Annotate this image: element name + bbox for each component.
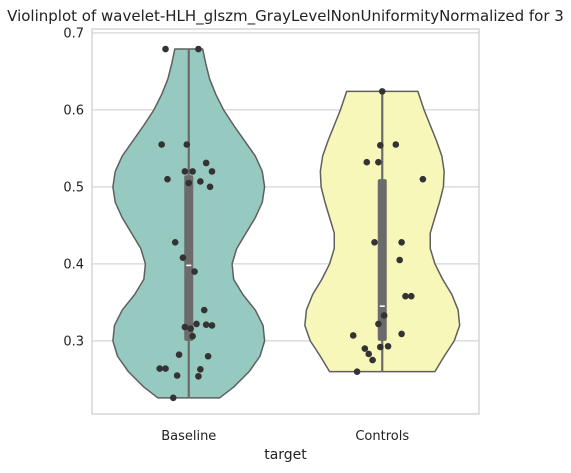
data-point [361, 345, 369, 352]
y-tick-label: 0.4 [63, 257, 84, 272]
data-point [371, 238, 378, 246]
data-point [156, 365, 164, 372]
data-point [202, 321, 210, 328]
data-point [202, 159, 210, 167]
iqr-box [377, 179, 387, 341]
data-point [378, 88, 386, 95]
x-tick-labels: Baseline Controls [161, 429, 409, 444]
data-point [349, 332, 357, 339]
data-point [375, 320, 382, 328]
data-point [402, 292, 409, 300]
plot-frame [91, 28, 480, 415]
data-point [197, 178, 204, 185]
data-point [162, 365, 169, 372]
data-point [398, 330, 405, 338]
x-axis-label: target [264, 447, 307, 463]
data-point [407, 292, 415, 300]
data-point [162, 45, 169, 53]
data-point [206, 183, 214, 191]
data-point [363, 158, 371, 166]
data-point [164, 175, 171, 183]
data-point [169, 394, 177, 402]
strip-points [156, 45, 427, 402]
chart-title: Violinplot of wavelet-HLH_glszm_GrayLeve… [7, 7, 564, 26]
violins [112, 48, 461, 399]
data-point [189, 332, 196, 340]
data-point [208, 168, 216, 175]
data-point [375, 158, 382, 166]
data-point [204, 352, 212, 360]
y-tick-label: 0.5 [63, 180, 84, 195]
data-point [185, 179, 193, 187]
data-point [195, 372, 202, 380]
data-point [173, 372, 181, 379]
data-point [380, 312, 388, 319]
data-point [175, 351, 183, 359]
x-tick-label: Controls [355, 429, 409, 444]
data-point [193, 320, 200, 328]
y-tick-label: 0.6 [63, 103, 84, 118]
data-point [183, 141, 191, 148]
iqr-box [184, 175, 194, 341]
data-point [384, 342, 392, 350]
data-point [365, 350, 373, 358]
data-point [353, 368, 361, 375]
y-tick-label: 0.3 [63, 334, 84, 349]
y-tick-labels: 0.3 0.4 0.5 0.6 0.7 [63, 26, 84, 349]
inner-boxes [184, 49, 387, 398]
data-point [419, 175, 427, 183]
data-point [195, 45, 202, 53]
data-point [181, 323, 189, 331]
data-point [396, 256, 403, 264]
data-point [200, 306, 208, 314]
data-point [181, 168, 189, 175]
data-point [377, 141, 384, 149]
x-tick-label: Baseline [161, 429, 216, 444]
data-point [179, 254, 187, 261]
data-point [197, 366, 204, 373]
data-point [158, 141, 165, 148]
data-point [398, 238, 405, 246]
data-point [392, 141, 400, 148]
data-point [171, 238, 179, 246]
data-point [369, 356, 376, 364]
data-point [189, 168, 196, 175]
data-point [377, 343, 384, 351]
data-point [187, 325, 194, 332]
data-point [208, 322, 216, 329]
data-point [191, 268, 198, 275]
y-tick-label: 0.7 [63, 26, 84, 41]
